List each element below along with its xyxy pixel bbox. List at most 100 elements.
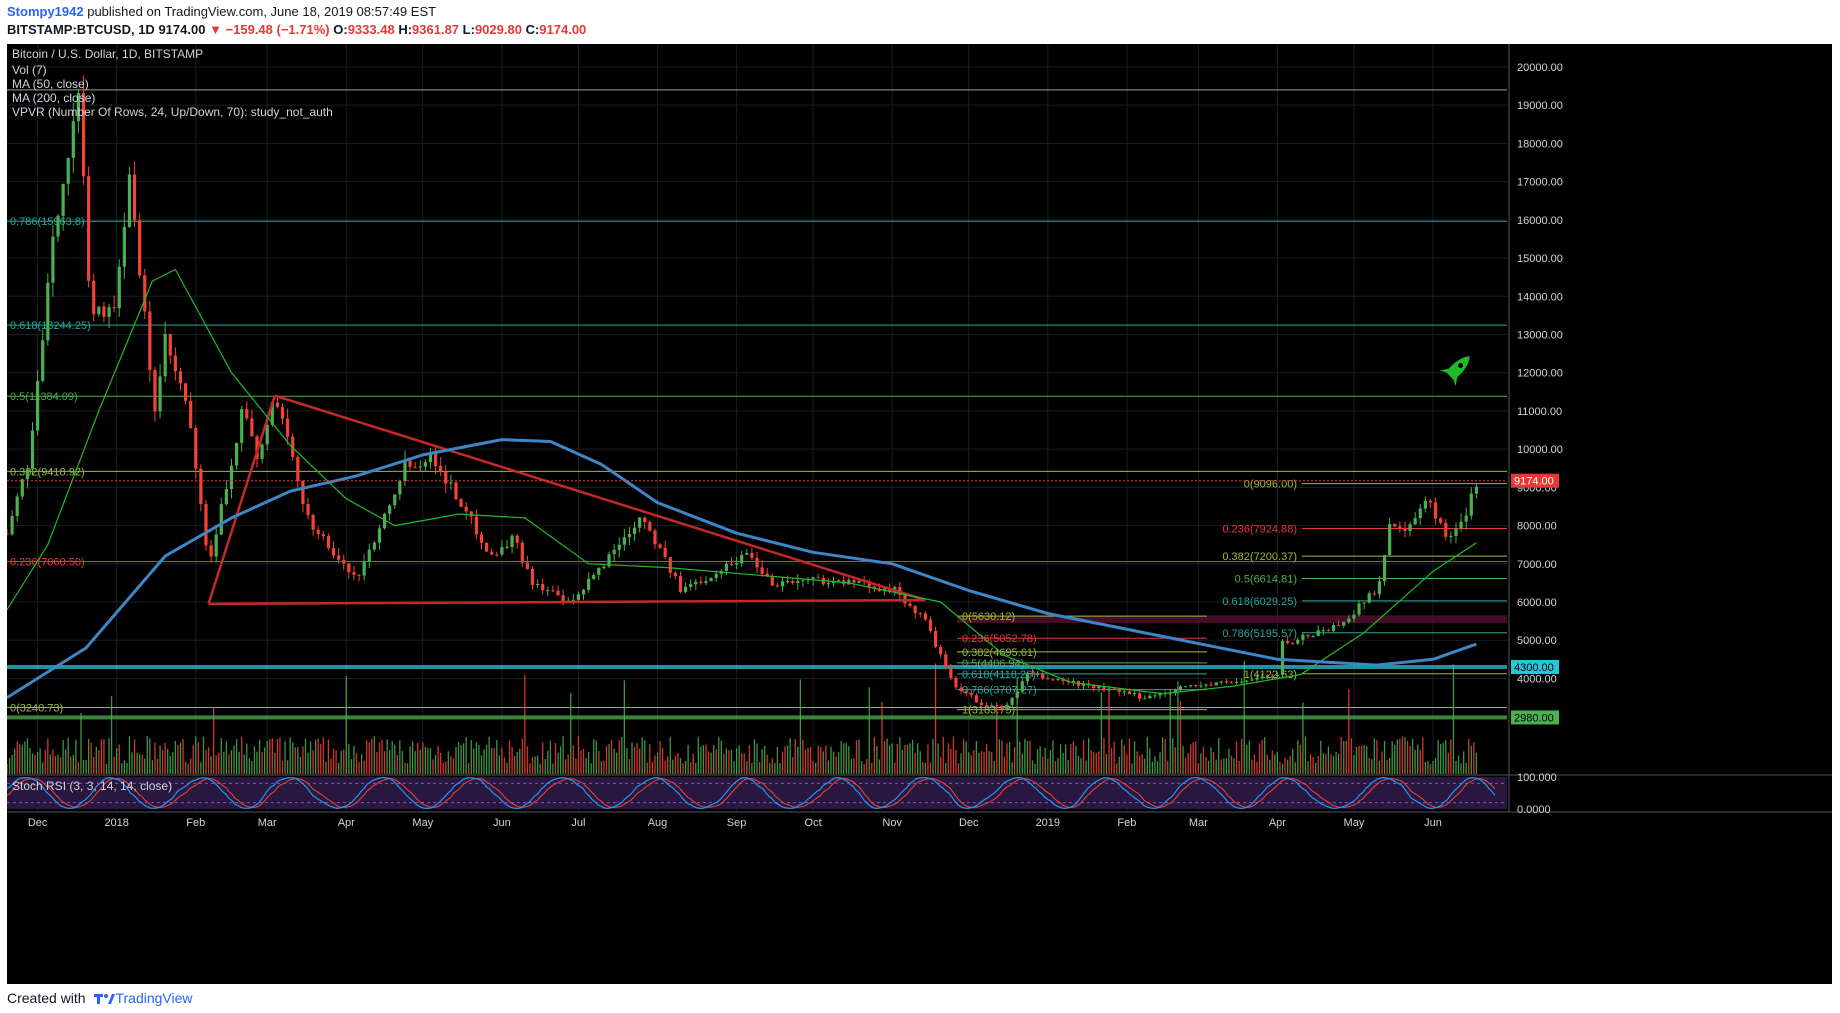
candle-body — [97, 306, 101, 315]
candle-body — [1260, 676, 1264, 679]
candle-body — [1097, 685, 1101, 689]
candle-body — [331, 547, 336, 556]
candle-body — [826, 583, 831, 585]
candle-body — [229, 465, 234, 489]
candle-body — [291, 436, 295, 457]
candle-body — [1030, 672, 1035, 675]
candle-body — [908, 603, 912, 606]
price-badge-label: 9174.00 — [1514, 476, 1554, 488]
candle-body — [393, 494, 397, 506]
symbol-line: BITSTAMP:BTCUSD, 1D 9174.00 ▼ −159.48 (−… — [7, 22, 586, 37]
candle-body — [974, 695, 978, 703]
candle-body — [928, 619, 933, 631]
candle-body — [877, 588, 882, 592]
candle-body — [1357, 603, 1361, 615]
candle-body — [87, 176, 91, 281]
candle-body — [643, 517, 647, 523]
candle-body — [81, 93, 86, 177]
candle-body — [847, 580, 851, 585]
candle-body — [178, 371, 183, 384]
candle-body — [1301, 634, 1305, 640]
candle-body — [41, 340, 45, 381]
candle-body — [984, 705, 989, 707]
candle-body — [316, 529, 320, 535]
fib-label: 0.786(3707.27) — [962, 685, 1037, 697]
candle-body — [510, 535, 514, 548]
x-tick-label: Oct — [805, 817, 822, 829]
candle-body — [811, 577, 815, 579]
candle-body — [592, 574, 596, 579]
candle-body — [495, 554, 499, 556]
candle-body — [1331, 625, 1336, 631]
candle-body — [1122, 691, 1126, 693]
y-tick-label: 17000.00 — [1517, 177, 1563, 189]
fib-label: 0(5630.12) — [962, 611, 1015, 623]
candle-body — [1010, 697, 1014, 705]
candle-body — [1183, 686, 1188, 688]
x-tick-label: Jun — [1424, 817, 1442, 829]
candle-body — [1250, 679, 1254, 681]
candle-body — [352, 572, 356, 575]
tradingview-link[interactable]: TradingView — [115, 990, 193, 1006]
candle-body — [964, 691, 968, 694]
candle-body — [132, 174, 137, 221]
supply-zone — [957, 615, 1507, 624]
x-tick-label: Feb — [1117, 817, 1136, 829]
candle-body — [1265, 675, 1269, 677]
candle-body — [1464, 515, 1468, 522]
candle-body — [153, 370, 157, 412]
candle-body — [260, 444, 264, 459]
candle-body — [1388, 524, 1392, 556]
candle-body — [525, 562, 530, 569]
candle-body — [1362, 602, 1366, 604]
fib-label: 0(9096.00) — [1244, 479, 1297, 491]
rocket-icon — [1440, 356, 1470, 386]
candle-body — [357, 574, 361, 576]
legend-entry: Vol (7) — [12, 63, 47, 77]
price-badge — [1511, 659, 1559, 674]
x-tick-label: Mar — [258, 817, 277, 829]
candle-body — [1439, 518, 1443, 523]
chart-svg[interactable]: 0.786(15963.8) 0.618(13244.25) 0.5(11384.0… — [7, 44, 1832, 984]
candle-body — [1132, 693, 1137, 695]
published-text: published on TradingView.com, June 18, 2… — [87, 4, 437, 19]
candle-body — [1423, 500, 1427, 509]
candle-body — [724, 563, 728, 571]
candle-body — [433, 451, 438, 467]
candle-body — [459, 499, 463, 507]
candle-body — [112, 307, 116, 309]
candle-body — [138, 220, 142, 276]
candle-body — [1046, 678, 1050, 680]
candle-body — [224, 488, 228, 505]
candle-body — [760, 567, 764, 574]
candle-body — [923, 613, 927, 620]
x-tick-label: Dec — [959, 817, 979, 829]
ohlc-low-key: L: — [462, 22, 475, 37]
candle-body — [1112, 688, 1116, 690]
candle-body — [729, 563, 734, 565]
candle-body — [423, 462, 427, 467]
chart-area[interactable]: 0.786(15963.8) 0.618(13244.25) 0.5(11384.0… — [7, 44, 1832, 984]
candle-body — [56, 215, 60, 237]
candle-body — [1413, 518, 1417, 525]
candle-body — [1153, 695, 1157, 697]
author-link[interactable]: Stompy1942 — [7, 4, 84, 19]
fib-label: 0.618(13244.25) — [10, 320, 91, 332]
candle-body — [740, 554, 744, 564]
x-tick-label: Apr — [338, 817, 355, 829]
trend-line — [207, 395, 277, 605]
candle-body — [551, 590, 555, 592]
candle-body — [194, 427, 198, 469]
support-line — [7, 664, 1507, 669]
candle-body — [209, 545, 213, 557]
x-tick-label: Apr — [1269, 817, 1286, 829]
candle-body — [474, 516, 478, 535]
x-tick-label: Feb — [186, 817, 205, 829]
candle-body — [668, 557, 672, 573]
candle-body — [30, 430, 35, 470]
fib-label: 0.786(15963.8) — [10, 216, 85, 228]
candle-body — [398, 481, 402, 495]
candle-body — [796, 580, 800, 583]
symbol-label: BITSTAMP:BTCUSD, 1D — [7, 22, 155, 37]
candle-body — [658, 544, 662, 548]
